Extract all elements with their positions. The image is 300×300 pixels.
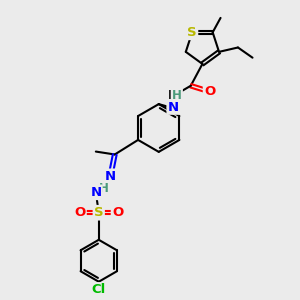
Text: N: N <box>90 186 101 199</box>
Text: H: H <box>172 89 182 103</box>
Text: O: O <box>204 85 215 98</box>
Text: H: H <box>99 182 109 195</box>
Text: N: N <box>105 170 116 183</box>
Text: Cl: Cl <box>92 284 106 296</box>
Text: O: O <box>112 206 123 219</box>
Text: O: O <box>74 206 85 219</box>
Text: S: S <box>187 26 197 39</box>
Text: S: S <box>94 206 104 219</box>
Text: N: N <box>168 100 179 113</box>
Text: H: H <box>168 89 178 103</box>
